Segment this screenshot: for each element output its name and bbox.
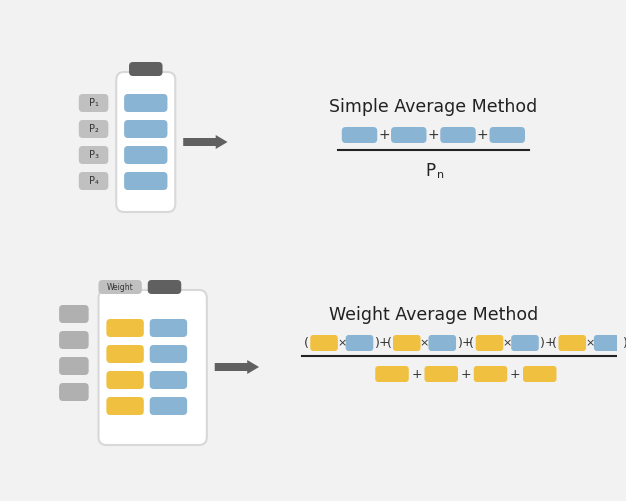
FancyBboxPatch shape [150,345,187,363]
Text: +: + [428,128,439,142]
FancyBboxPatch shape [59,305,89,323]
FancyBboxPatch shape [511,335,539,351]
Text: Weight Average Method: Weight Average Method [329,306,538,324]
Text: (: ( [552,337,557,350]
Text: Weight: Weight [107,283,133,292]
FancyBboxPatch shape [106,345,144,363]
FancyBboxPatch shape [594,335,622,351]
FancyBboxPatch shape [79,120,108,138]
FancyBboxPatch shape [424,366,458,382]
FancyBboxPatch shape [523,366,557,382]
FancyBboxPatch shape [490,127,525,143]
FancyBboxPatch shape [129,62,163,76]
FancyBboxPatch shape [148,280,182,294]
FancyBboxPatch shape [558,335,586,351]
Text: (: ( [387,337,391,350]
Text: ×: × [585,338,595,348]
FancyBboxPatch shape [79,94,108,112]
FancyBboxPatch shape [391,127,426,143]
FancyBboxPatch shape [375,366,409,382]
FancyBboxPatch shape [476,335,503,351]
FancyBboxPatch shape [106,319,144,337]
FancyBboxPatch shape [106,397,144,415]
FancyBboxPatch shape [124,172,167,190]
FancyBboxPatch shape [59,331,89,349]
FancyBboxPatch shape [79,172,108,190]
FancyArrow shape [183,135,227,149]
Text: +: + [411,368,422,380]
Text: P: P [425,162,436,180]
Text: P₃: P₃ [88,150,98,160]
FancyBboxPatch shape [310,335,338,351]
FancyBboxPatch shape [59,357,89,375]
FancyBboxPatch shape [428,335,456,351]
Text: n: n [437,170,444,180]
Text: P₂: P₂ [89,124,98,134]
FancyBboxPatch shape [342,127,377,143]
Text: +: + [379,337,389,350]
Text: Simple Average Method: Simple Average Method [329,98,538,116]
Text: (: ( [304,337,309,350]
FancyBboxPatch shape [124,146,167,164]
FancyBboxPatch shape [124,120,167,138]
FancyBboxPatch shape [106,371,144,389]
FancyBboxPatch shape [346,335,373,351]
FancyBboxPatch shape [440,127,476,143]
FancyBboxPatch shape [150,397,187,415]
FancyBboxPatch shape [59,383,89,401]
FancyBboxPatch shape [124,94,167,112]
Text: (: ( [470,337,475,350]
Text: ): ) [458,337,463,350]
Text: +: + [477,128,488,142]
FancyBboxPatch shape [474,366,507,382]
Text: +: + [461,368,471,380]
Text: +: + [461,337,472,350]
Text: ): ) [375,337,380,350]
FancyArrow shape [215,360,259,374]
Text: P₁: P₁ [89,98,98,108]
FancyBboxPatch shape [150,371,187,389]
FancyBboxPatch shape [150,319,187,337]
FancyBboxPatch shape [393,335,421,351]
Text: ): ) [540,337,545,350]
Text: ): ) [623,337,626,350]
Text: +: + [510,368,520,380]
FancyBboxPatch shape [116,72,175,212]
FancyBboxPatch shape [98,280,142,294]
Text: +: + [378,128,390,142]
Text: +: + [544,337,555,350]
Text: P₄: P₄ [89,176,98,186]
Text: ×: × [503,338,512,348]
Text: ×: × [420,338,429,348]
Text: ×: × [337,338,346,348]
FancyBboxPatch shape [98,290,207,445]
FancyBboxPatch shape [79,146,108,164]
